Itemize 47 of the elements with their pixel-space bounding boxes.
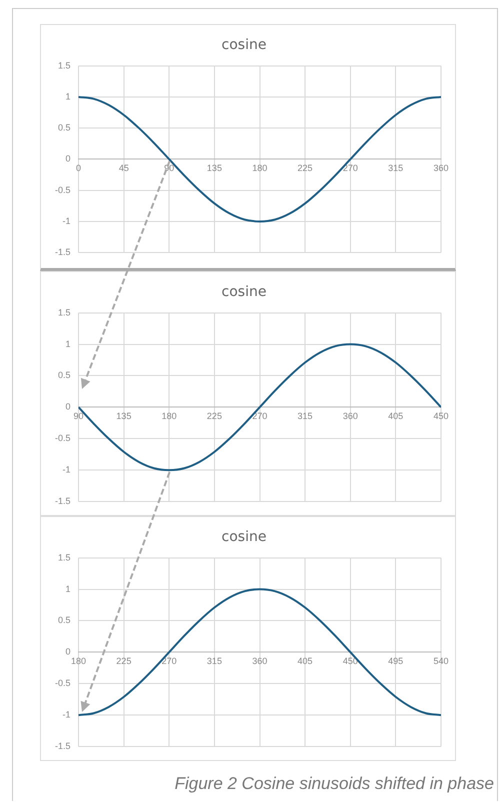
y-tick-label: -1.5	[54, 496, 71, 506]
x-tick-label: 0	[76, 163, 82, 174]
y-tick-label: 1	[65, 338, 71, 349]
x-tick-label: 540	[433, 656, 449, 666]
x-tick-label: 315	[388, 163, 404, 174]
x-tick-label: 360	[342, 411, 358, 422]
y-tick-label: 0.5	[58, 122, 71, 133]
x-tick-label: 405	[298, 656, 313, 666]
x-tick-label: 135	[116, 411, 132, 422]
y-tick-label: -1.5	[54, 247, 71, 258]
y-tick-label: 0	[65, 646, 71, 657]
x-tick-label: 180	[252, 163, 268, 174]
y-tick-label: 1.5	[58, 60, 71, 70]
y-tick-label: -1	[62, 216, 71, 226]
chart-title: cosine	[222, 284, 266, 300]
x-tick-label: 225	[116, 656, 132, 666]
y-tick-label: 1.5	[58, 552, 71, 562]
caption: Figure 2 Cosine sinusoids shifted in phase	[174, 774, 494, 794]
x-tick-label: 315	[298, 411, 313, 422]
y-tick-label: -1	[62, 464, 71, 475]
x-tick-label: 45	[118, 163, 129, 174]
x-tick-label: 180	[70, 656, 86, 666]
y-tick-label: 1.5	[58, 307, 71, 318]
chart-title: cosine	[222, 529, 266, 546]
x-tick-label: 135	[206, 163, 222, 174]
x-tick-label: 405	[388, 411, 404, 422]
x-tick-label: 495	[388, 656, 404, 666]
y-tick-label: -0.5	[54, 184, 71, 195]
y-tick-label: 1	[65, 584, 71, 594]
x-tick-label: 90	[74, 411, 84, 422]
x-tick-label: 315	[206, 656, 222, 666]
chart-title: cosine	[222, 37, 266, 54]
x-tick-label: 450	[433, 411, 449, 422]
x-tick-label: 360	[252, 656, 268, 666]
y-tick-label: -1.5	[54, 741, 71, 752]
y-tick-label: -1	[62, 710, 71, 720]
x-tick-label: 360	[433, 163, 449, 174]
y-tick-label: 0	[65, 402, 71, 412]
x-tick-label: 180	[162, 411, 177, 422]
y-tick-label: 0.5	[58, 370, 71, 380]
y-tick-label: -0.5	[54, 433, 71, 444]
y-tick-label: 0.5	[58, 615, 71, 626]
x-tick-label: 225	[206, 411, 222, 422]
y-tick-label: 1	[65, 91, 71, 102]
y-tick-label: 0	[65, 154, 71, 164]
x-tick-label: 225	[298, 163, 313, 174]
y-tick-label: -0.5	[54, 678, 71, 688]
